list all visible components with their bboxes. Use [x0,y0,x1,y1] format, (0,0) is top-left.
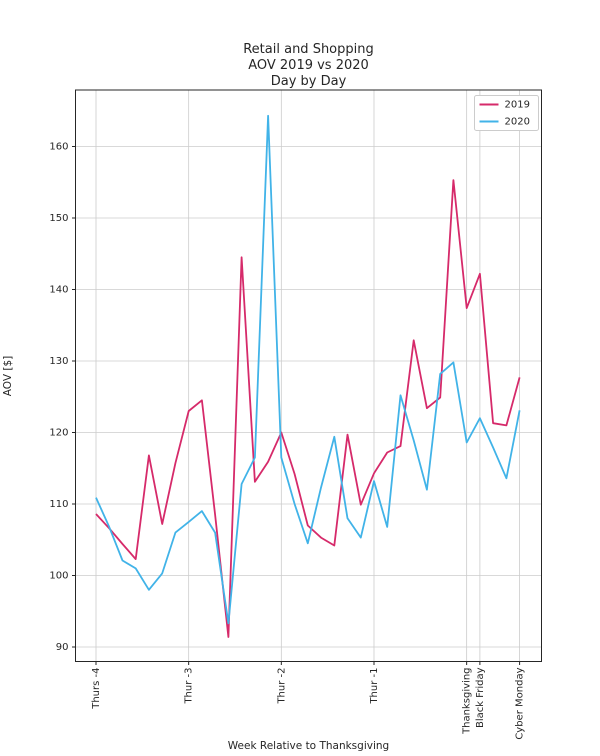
y-tick-label: 150 [49,213,68,224]
chart-title: Retail and Shopping AOV 2019 vs 2020 Day… [0,42,600,90]
x-tick-label: Cyber Monday [515,667,526,739]
y-tick-label: 110 [49,499,68,510]
x-tick-label: Thurs -4 [91,668,102,710]
x-tick-label: Thur -3 [184,668,195,705]
y-tick-label: 90 [56,642,69,653]
y-tick-label: 100 [49,571,68,582]
series-2019-line [95,179,521,638]
legend-label-2019: 2019 [505,100,530,111]
series-2020-line [95,114,521,625]
x-tick-label: Thanksgiving [462,668,473,735]
y-axis-label: AOV [$] [2,355,14,397]
chart-title-line-3: Day by Day [270,74,347,89]
y-tick-label: 160 [49,142,68,153]
x-axis-label: Week Relative to Thanksgiving [227,740,390,752]
y-tick-label: 130 [49,356,68,367]
y-tick-label: 120 [49,428,68,439]
plot-border [75,89,542,662]
x-tick-label: Thur -2 [276,668,287,705]
x-tick-label: Black Friday [475,667,486,728]
legend-label-2020: 2020 [505,117,530,128]
y-tick-label: 140 [49,285,68,296]
x-tick-label: Thur -1 [369,668,380,705]
chart-title-line-2: AOV 2019 vs 2020 [248,58,369,73]
chart-title-line-1: Retail and Shopping [243,42,374,57]
